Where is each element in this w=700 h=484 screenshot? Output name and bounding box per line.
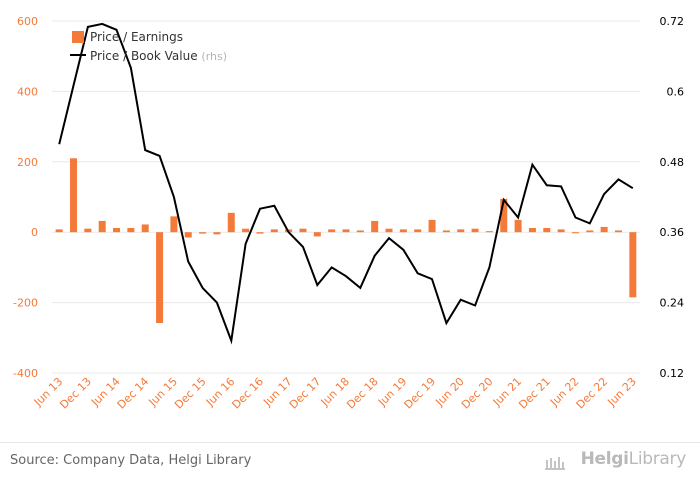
pe-bar xyxy=(414,229,422,233)
pe-bar xyxy=(199,232,207,234)
pe-bar xyxy=(328,229,336,233)
pe-bar xyxy=(571,232,579,234)
pe-bars xyxy=(55,158,637,324)
x-tick-label: Dec 16 xyxy=(229,375,266,412)
pe-bar xyxy=(356,230,364,233)
left-tick-label: -200 xyxy=(13,297,38,310)
pe-bar xyxy=(514,219,522,233)
pe-bar xyxy=(500,198,508,233)
gridlines xyxy=(52,20,640,374)
pe-bar xyxy=(543,227,551,233)
x-tick-label: Dec 19 xyxy=(402,375,439,412)
pe-bar xyxy=(614,230,622,233)
pe-bar xyxy=(428,219,436,233)
left-tick-label: 600 xyxy=(17,15,38,28)
pe-bar xyxy=(156,232,164,324)
left-tick-label: 200 xyxy=(17,156,38,169)
pe-bar xyxy=(227,212,235,233)
pe-bar xyxy=(242,228,250,233)
pe-bar xyxy=(313,232,321,237)
legend-label-pbv-name: Price / Book Value xyxy=(90,49,198,63)
pe-bar xyxy=(342,229,350,233)
legend-label-pbv-suffix: (rhs) xyxy=(201,50,227,63)
x-tick-label: Jun 23 xyxy=(605,375,639,409)
pe-bar xyxy=(70,158,78,233)
x-tick-label: Dec 18 xyxy=(344,375,381,412)
pe-bar xyxy=(385,228,393,233)
pe-bar xyxy=(98,220,106,233)
legend-label-pbv: Price / Book Value (rhs) xyxy=(90,49,227,63)
brand-logo: HelgiLibrary xyxy=(580,449,687,469)
pbv-line xyxy=(58,22,634,345)
right-axis: 0.72 0.6 0.48 0.36 0.24 0.12 xyxy=(660,15,685,380)
left-tick-label: -400 xyxy=(13,367,38,380)
right-tick-label: 0.12 xyxy=(660,367,685,380)
right-tick-label: 0.48 xyxy=(660,156,685,169)
legend-label-pe: Price / Earnings xyxy=(90,30,183,44)
legend: Price / Earnings Price / Book Value (rhs… xyxy=(70,30,227,63)
pe-bar xyxy=(457,229,465,233)
x-tick-label: Dec 13 xyxy=(57,375,94,412)
left-axis: 600 400 200 0 -200 -400 xyxy=(13,15,38,380)
pe-bar xyxy=(55,229,63,233)
x-tick-label: Dec 22 xyxy=(574,375,611,412)
left-tick-label: 0 xyxy=(31,226,38,239)
right-tick-label: 0.24 xyxy=(660,297,685,310)
right-tick-label: 0.36 xyxy=(660,226,685,239)
x-tick-label: Dec 15 xyxy=(172,375,209,412)
pe-bar xyxy=(371,220,379,233)
pe-bar xyxy=(485,231,493,233)
pe-bar xyxy=(127,227,135,233)
left-tick-label: 400 xyxy=(17,85,38,98)
x-tick-label: Dec 21 xyxy=(516,375,553,412)
x-tick-label: Dec 14 xyxy=(115,375,152,412)
pe-bar xyxy=(399,229,407,233)
legend-swatch-pe xyxy=(72,31,84,43)
library-icon xyxy=(545,457,565,470)
pe-bar xyxy=(586,230,594,233)
pe-bar xyxy=(600,226,608,233)
right-tick-label: 0.6 xyxy=(667,85,685,98)
x-tick-label: Dec 17 xyxy=(287,375,324,412)
pe-bar xyxy=(184,232,192,238)
pe-bar xyxy=(471,228,479,233)
right-tick-label: 0.72 xyxy=(660,15,685,28)
x-tick-label: Dec 20 xyxy=(459,375,496,412)
pe-bar xyxy=(256,232,264,234)
pe-bar xyxy=(113,227,121,233)
pe-bar xyxy=(528,227,536,233)
pe-bar xyxy=(442,230,450,233)
pe-bar xyxy=(170,216,178,233)
pe-bar xyxy=(84,228,92,233)
pe-bar xyxy=(299,228,307,233)
pe-bar xyxy=(629,232,637,298)
source-text: Source: Company Data, Helgi Library xyxy=(10,453,252,468)
pe-bar xyxy=(213,232,221,235)
pe-bar xyxy=(141,224,149,233)
footer: Source: Company Data, Helgi Library Helg… xyxy=(0,442,700,484)
pe-bar xyxy=(270,229,278,233)
pe-bar xyxy=(557,229,565,233)
